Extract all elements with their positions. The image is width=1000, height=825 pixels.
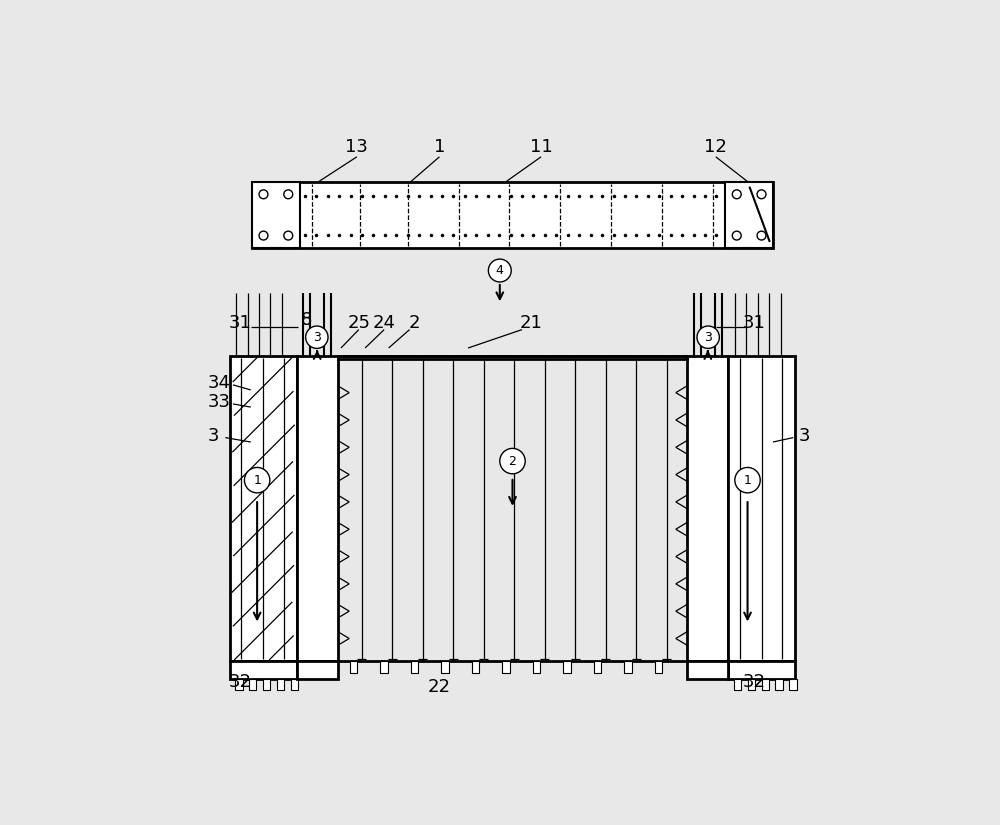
Text: 12: 12 [704,138,727,156]
Text: 24: 24 [373,314,396,332]
Bar [472,661,479,672]
Text: 32: 32 [229,673,252,691]
Circle shape [244,468,270,493]
Bar [687,356,728,661]
Bar [235,679,243,691]
Text: 3: 3 [799,427,810,445]
Circle shape [259,190,268,199]
Circle shape [697,326,719,348]
Text: 22: 22 [428,677,451,695]
Bar [655,661,662,672]
Bar [563,661,571,672]
Circle shape [259,231,268,240]
Bar [277,679,284,691]
Text: 4: 4 [496,264,504,277]
Bar [249,679,256,691]
Circle shape [757,231,766,240]
Text: 2: 2 [408,314,420,332]
Text: 3: 3 [208,427,220,445]
Circle shape [284,190,293,199]
Bar [725,182,773,248]
Bar [297,356,338,661]
Bar [263,679,270,691]
Bar [734,679,741,691]
Text: 32: 32 [742,673,765,691]
Bar [748,679,755,691]
Bar [624,661,632,672]
Bar [533,661,540,672]
Circle shape [732,231,741,240]
Bar [441,661,449,672]
Circle shape [284,231,293,240]
Text: 11: 11 [530,138,552,156]
Bar [594,661,601,672]
Bar [230,661,297,679]
Bar [728,661,795,679]
Bar [252,182,773,248]
Bar [762,679,769,691]
Text: 8: 8 [300,311,312,329]
Text: 21: 21 [520,314,543,332]
Text: 1: 1 [253,474,261,487]
Text: 25: 25 [347,314,370,332]
Bar [230,356,297,661]
Circle shape [735,468,760,493]
Bar [789,679,797,691]
Bar [291,679,298,691]
Text: 3: 3 [704,331,712,344]
Bar [338,356,687,360]
Text: 31: 31 [229,314,252,332]
Text: 34: 34 [208,374,231,392]
Text: 2: 2 [509,455,516,468]
Circle shape [732,190,741,199]
Bar [350,661,357,672]
Bar [411,661,418,672]
Text: 33: 33 [208,393,231,411]
Circle shape [488,259,511,282]
Bar [728,356,795,661]
Bar [775,679,783,691]
Text: 1: 1 [434,138,445,156]
Bar [687,661,728,679]
Circle shape [500,449,525,474]
Text: 31: 31 [742,314,765,332]
Text: 3: 3 [313,331,321,344]
Bar [297,661,338,679]
Bar [252,182,300,248]
Text: 13: 13 [345,138,368,156]
Circle shape [306,326,328,348]
Text: 1: 1 [744,474,751,487]
Bar [502,661,510,672]
Bar [380,661,388,672]
Circle shape [757,190,766,199]
